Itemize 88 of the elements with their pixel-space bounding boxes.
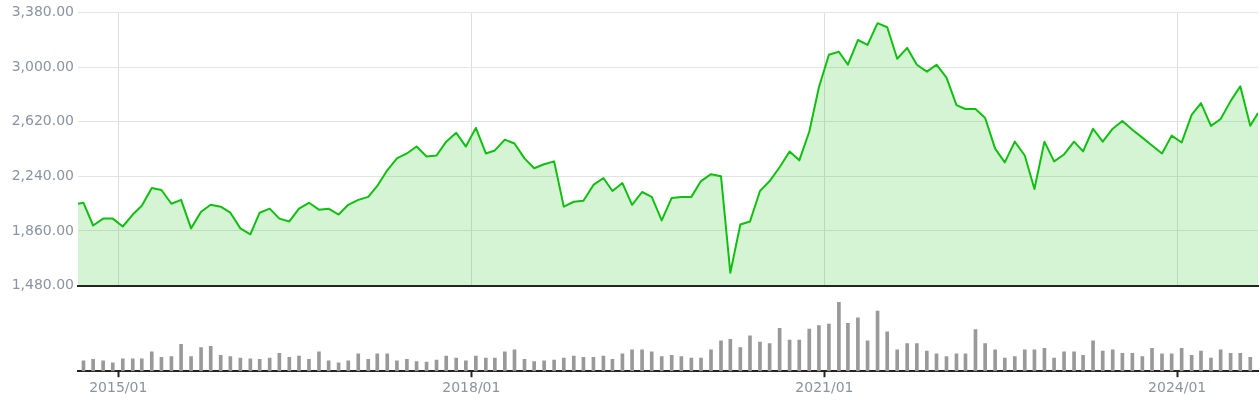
bar xyxy=(856,317,860,372)
bar xyxy=(837,302,841,372)
bar xyxy=(1002,357,1007,372)
y-tick-label: 3,380.00 xyxy=(11,3,74,20)
bar xyxy=(493,357,497,372)
bar xyxy=(91,359,95,372)
bar xyxy=(895,349,900,372)
bar xyxy=(748,335,752,372)
x-tick-label: 2018/01 xyxy=(442,379,501,396)
bar xyxy=(925,350,929,372)
bar xyxy=(758,341,762,372)
bar xyxy=(1022,349,1027,372)
bar xyxy=(179,343,183,372)
bar xyxy=(532,361,536,372)
bar xyxy=(542,360,546,372)
bar xyxy=(484,357,488,372)
bar xyxy=(699,357,703,372)
bar xyxy=(139,358,144,372)
bar xyxy=(905,343,910,372)
bar xyxy=(1062,351,1066,372)
bar xyxy=(395,360,399,372)
bar xyxy=(366,359,371,372)
bar xyxy=(317,351,321,372)
bar xyxy=(1091,340,1095,372)
bar xyxy=(630,349,634,372)
bar xyxy=(1248,357,1253,372)
bar xyxy=(1100,350,1105,372)
bar xyxy=(983,343,987,372)
bar xyxy=(257,359,262,372)
x-tick-label: 2024/01 xyxy=(1148,379,1207,396)
bar xyxy=(218,354,223,372)
bar xyxy=(1209,357,1213,372)
bar xyxy=(719,340,723,372)
bar xyxy=(287,357,292,372)
y-tick-label: 2,620.00 xyxy=(11,112,74,129)
y-tick-label: 1,480.00 xyxy=(11,276,74,293)
bar xyxy=(571,355,576,372)
bar xyxy=(444,355,449,372)
bar xyxy=(561,357,566,372)
x-tick-label: 2015/01 xyxy=(89,379,148,396)
bar xyxy=(1238,352,1243,372)
bar xyxy=(1110,349,1115,372)
bar xyxy=(846,323,850,372)
bar xyxy=(827,323,831,372)
bar xyxy=(346,360,351,372)
bar xyxy=(817,325,821,372)
y-tick-label: 2,240.00 xyxy=(11,166,74,183)
bar xyxy=(405,359,409,372)
bar xyxy=(709,349,713,372)
bar xyxy=(1081,354,1085,372)
bar xyxy=(885,331,890,372)
x-tick-label: 2021/01 xyxy=(795,379,854,396)
bar xyxy=(1150,348,1154,372)
bar xyxy=(267,357,272,372)
bar xyxy=(199,347,203,372)
bar xyxy=(1160,353,1164,372)
bar xyxy=(307,359,311,372)
bar xyxy=(659,356,664,372)
bar xyxy=(1072,351,1076,372)
bar xyxy=(120,358,125,372)
bar xyxy=(375,353,380,372)
bar xyxy=(1052,357,1056,372)
bar xyxy=(297,355,301,372)
bar xyxy=(189,356,193,372)
bar xyxy=(640,349,644,372)
bar xyxy=(993,349,997,372)
bar xyxy=(807,328,812,372)
bar xyxy=(454,357,459,372)
y-tick-label: 3,000.00 xyxy=(11,57,74,74)
bar xyxy=(149,351,154,372)
bar xyxy=(503,351,507,372)
bar xyxy=(1199,350,1203,372)
bar xyxy=(464,360,468,372)
bar xyxy=(385,353,390,372)
bar xyxy=(669,354,674,372)
bar xyxy=(1012,356,1017,372)
bar xyxy=(474,355,478,372)
bar xyxy=(797,339,802,372)
bar xyxy=(208,345,213,372)
bar xyxy=(110,362,115,372)
bar xyxy=(738,347,743,372)
bar xyxy=(130,358,135,372)
bar xyxy=(356,353,361,372)
bar xyxy=(552,359,556,372)
y-tick-label: 1,860.00 xyxy=(11,221,74,238)
bar xyxy=(649,351,654,372)
bar xyxy=(915,343,919,372)
bar xyxy=(101,360,105,372)
